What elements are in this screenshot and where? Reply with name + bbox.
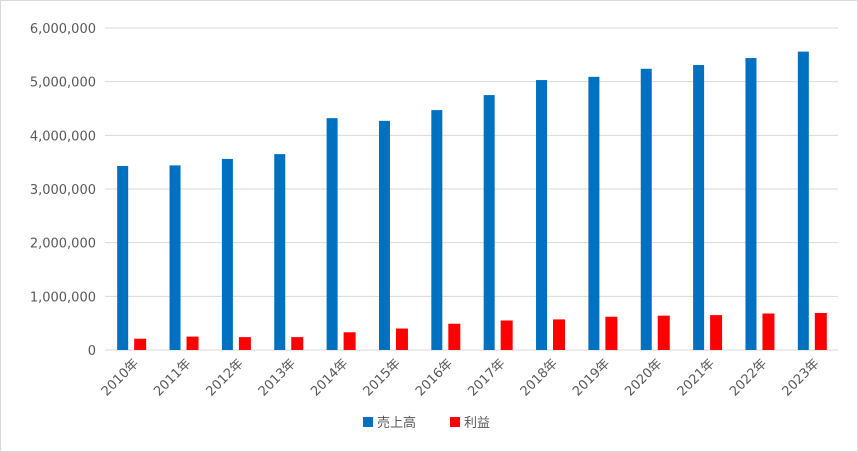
y-tick-label: 6,000,000 (30, 22, 96, 37)
bar-profit (134, 338, 147, 350)
bar-profit (500, 320, 513, 350)
bar-profit (710, 315, 723, 350)
x-tick-label: 2012年 (204, 356, 247, 399)
bar-sales (431, 110, 443, 350)
y-tick-label: 1,000,000 (30, 290, 96, 305)
bar-profit (343, 332, 356, 350)
bar-profit (657, 315, 670, 350)
x-tick-label: 2011年 (151, 356, 194, 399)
legend-label-sales: 売上高 (377, 415, 416, 431)
y-tick-label: 4,000,000 (30, 129, 96, 144)
legend-swatch-profit (450, 417, 460, 427)
bar-profit (448, 323, 461, 350)
bar-profit (186, 336, 199, 350)
y-tick-label: 0 (88, 344, 96, 359)
bar-sales (483, 95, 495, 350)
bar-sales (588, 76, 600, 350)
bar-sales (326, 118, 338, 350)
x-axis-tick-labels: 2010年 2011年 2012年 2013年 2014年 2015年 2016年 2017年… (99, 356, 823, 399)
y-tick-label: 5,000,000 (30, 76, 96, 91)
bar-sales (745, 58, 757, 350)
x-tick-label: 2022年 (727, 356, 770, 399)
bar-sales (693, 65, 705, 350)
y-tick-label: 3,000,000 (30, 183, 96, 198)
bar-sales (221, 158, 233, 350)
bar-profit (291, 337, 304, 350)
bar-profit (762, 313, 775, 350)
bar-sales (378, 120, 390, 351)
y-tick-label: 2,000,000 (30, 237, 96, 252)
x-tick-label: 2013年 (256, 356, 299, 399)
bar-sales (117, 165, 129, 350)
bar-profit (814, 312, 827, 350)
bar-sales (169, 165, 181, 350)
bar-sales (797, 51, 809, 350)
bar-sales (274, 154, 286, 350)
bars (117, 51, 827, 351)
bar-sales (536, 80, 548, 350)
bar-profit (238, 337, 251, 350)
legend-label-profit: 利益 (464, 416, 490, 431)
x-tick-label: 2014年 (308, 356, 351, 399)
y-axis-tick-labels: 0 1,000,000 2,000,000 3,000,000 4,000,000 5,0… (30, 22, 96, 359)
x-tick-label: 2019年 (570, 356, 613, 399)
x-tick-label: 2016年 (413, 356, 456, 399)
bar-profit (395, 328, 408, 350)
x-tick-label: 2023年 (779, 356, 822, 399)
x-tick-label: 2015年 (361, 356, 404, 399)
legend: 売上高 利益 (363, 415, 490, 431)
x-tick-label: 2010年 (99, 356, 142, 399)
x-tick-label: 2017年 (465, 356, 508, 399)
gridlines (105, 27, 838, 351)
x-tick-label: 2018年 (518, 356, 561, 399)
bar-profit (605, 316, 618, 350)
x-tick-label: 2020年 (622, 356, 665, 399)
bar-profit (553, 319, 566, 350)
x-tick-label: 2021年 (675, 356, 718, 399)
legend-swatch-sales (363, 417, 373, 427)
bar-sales (640, 68, 652, 350)
